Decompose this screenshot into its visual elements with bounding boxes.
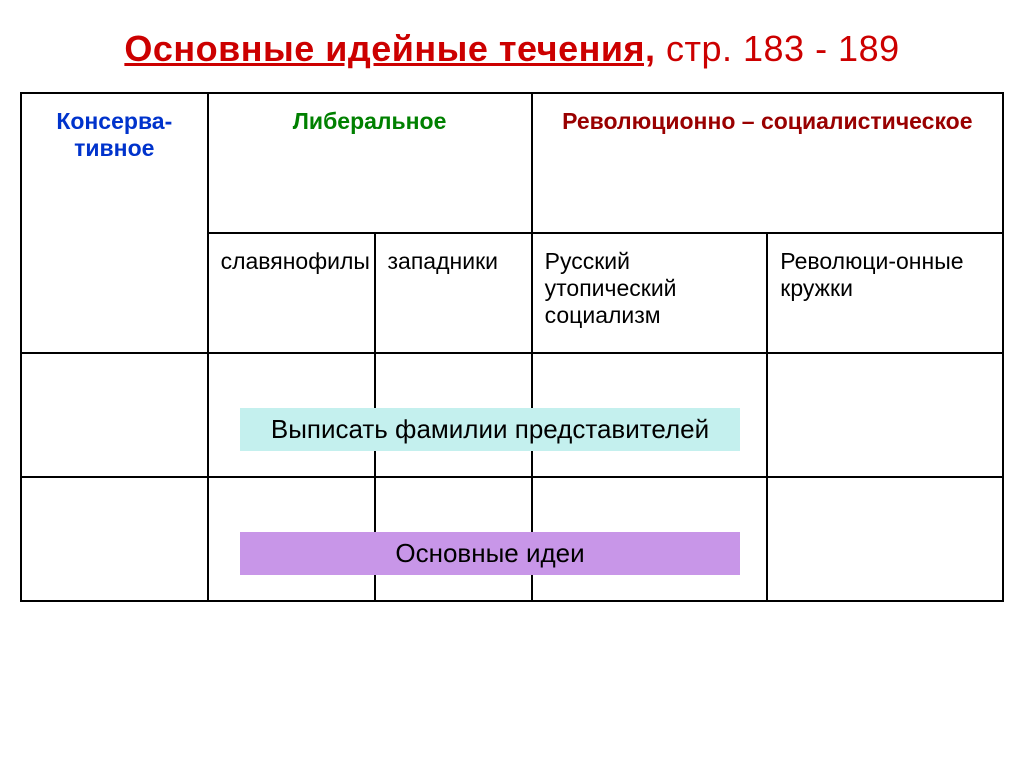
overlay-ideas: Основные идеи <box>240 532 740 575</box>
cell-1-5 <box>767 353 1003 477</box>
ideology-table: Консерва-тивное Либеральное Революционно… <box>20 92 1004 602</box>
cell-2-1 <box>21 477 208 601</box>
header-conservative: Консерва-тивное <box>21 93 208 353</box>
title-underlined: Основные идейные течения, <box>124 28 655 69</box>
header-liberal: Либеральное <box>208 93 532 233</box>
subheader-utopian: Русский утопический социализм <box>532 233 768 353</box>
subheader-circles: Революци-онные кружки <box>767 233 1003 353</box>
overlay-representatives: Выписать фамилии представителей <box>240 408 740 451</box>
title-plain: стр. 183 - 189 <box>655 28 899 69</box>
subheader-westerners: западники <box>375 233 532 353</box>
page-title: Основные идейные течения, стр. 183 - 189 <box>20 28 1004 70</box>
header-revolutionary: Революционно – социалистическое <box>532 93 1003 233</box>
cell-1-1 <box>21 353 208 477</box>
subheader-slavophiles: славянофилы <box>208 233 375 353</box>
header-row-1: Консерва-тивное Либеральное Революционно… <box>21 93 1003 233</box>
cell-2-5 <box>767 477 1003 601</box>
table-wrapper: Консерва-тивное Либеральное Революционно… <box>20 92 1004 602</box>
